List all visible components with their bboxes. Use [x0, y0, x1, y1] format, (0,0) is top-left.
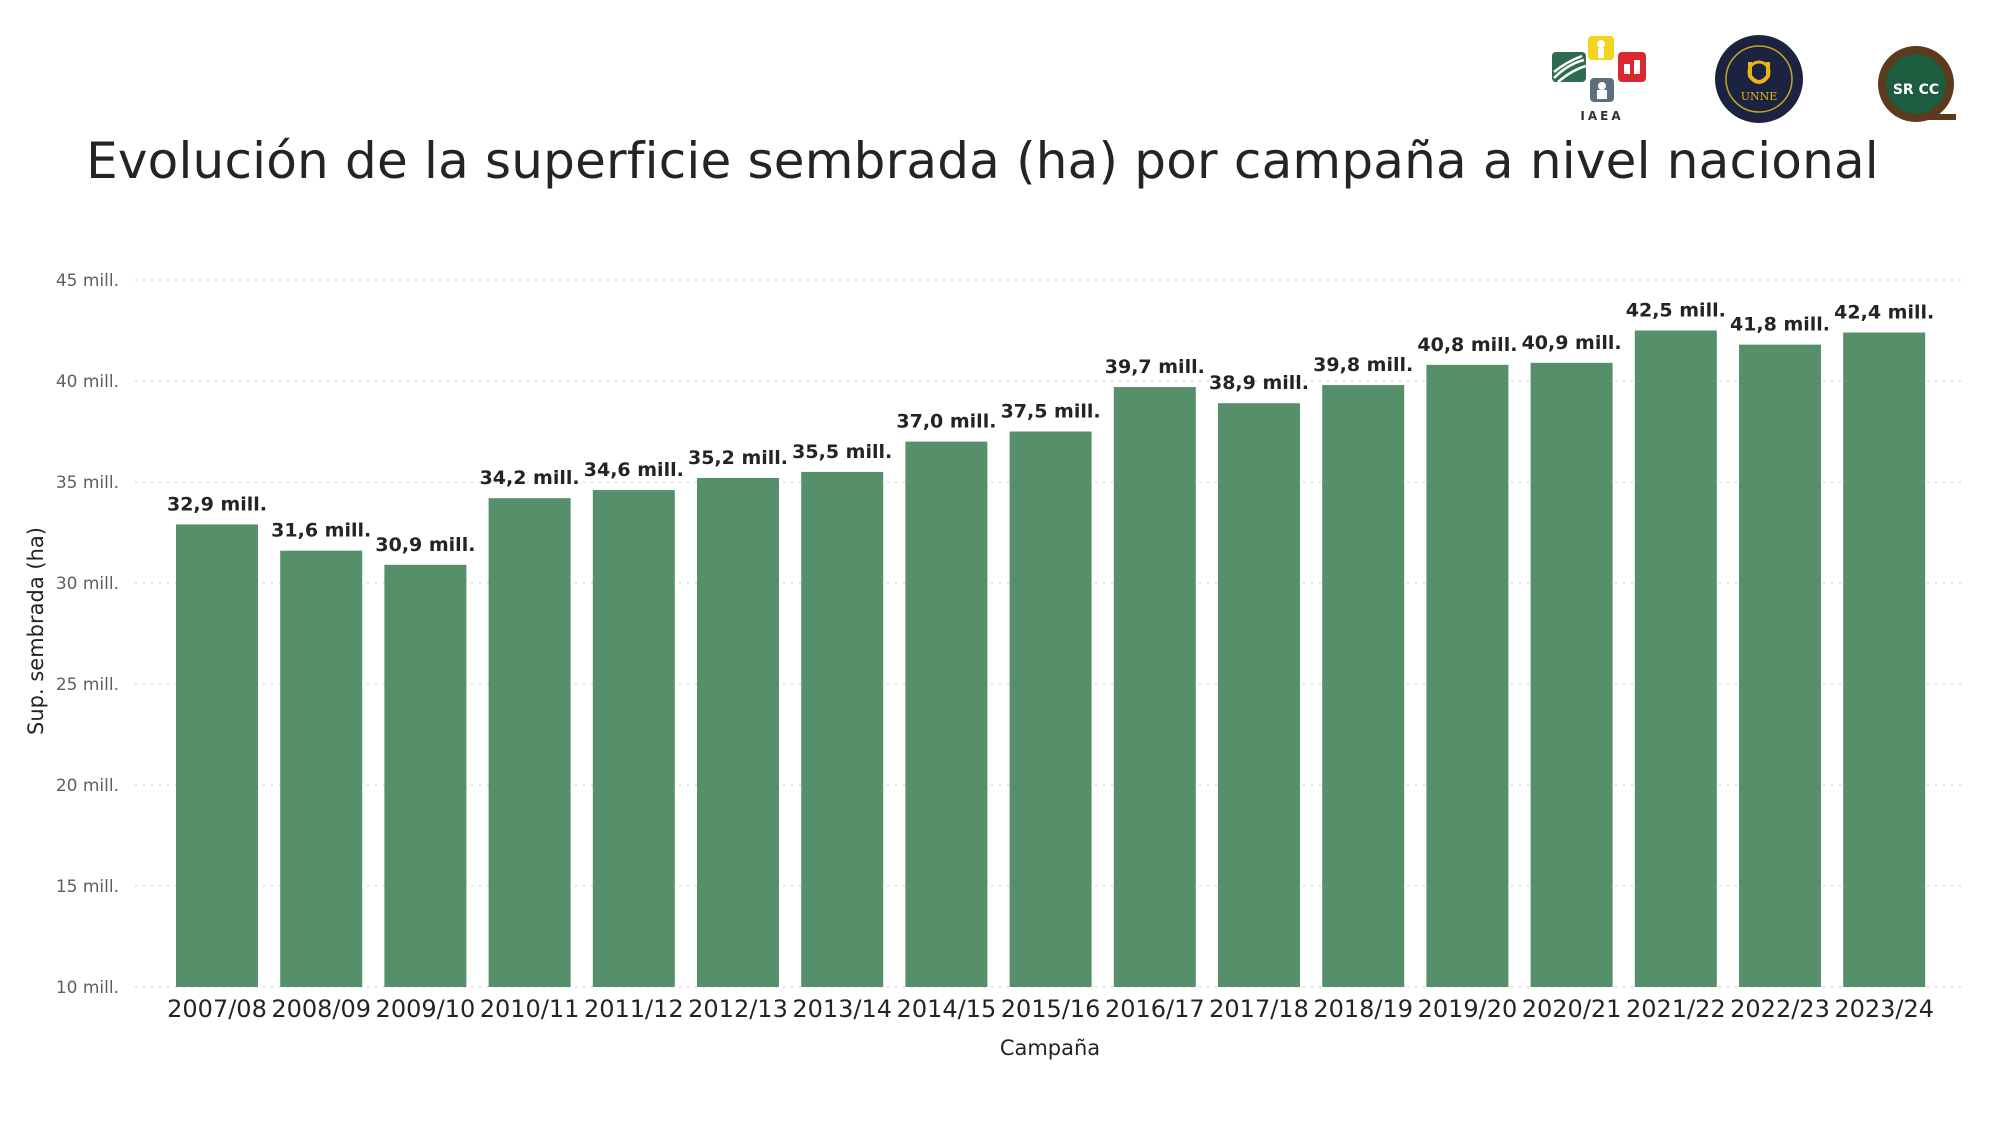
x-tick-label: 2018/19 — [1313, 995, 1413, 1023]
bars — [176, 330, 1926, 988]
bar[interactable] — [384, 564, 467, 987]
data-label: 34,6 mill. — [584, 459, 684, 481]
bar[interactable] — [1739, 344, 1821, 987]
data-label: 35,2 mill. — [688, 447, 788, 469]
data-label: 38,9 mill. — [1209, 372, 1309, 394]
x-tick-label: 2009/10 — [376, 995, 476, 1023]
iaea-logo: IAEA — [1548, 34, 1658, 124]
data-labels: 32,9 mill.31,6 mill.30,9 mill. 34,2 mill.… — [167, 300, 1934, 556]
bar[interactable] — [1009, 431, 1092, 988]
bar[interactable] — [592, 490, 675, 987]
bar[interactable] — [1530, 362, 1613, 987]
bar[interactable] — [1634, 330, 1717, 988]
x-tick-label: 2023/24 — [1834, 995, 1934, 1023]
x-tick-label: 2019/20 — [1418, 995, 1518, 1023]
srcc-logo-text: SR CC — [1893, 82, 1939, 98]
bar[interactable] — [1218, 403, 1300, 988]
data-label: 37,0 mill. — [896, 411, 996, 433]
data-label: 40,8 mill. — [1417, 334, 1517, 356]
bar[interactable] — [697, 477, 779, 987]
y-axis-title: Sup. sembrada (ha) — [24, 527, 48, 735]
y-axis: 10 mill. 15 mill. 20 mill. 25 mill. 30 mill.… — [56, 271, 119, 998]
bar[interactable] — [1322, 385, 1405, 987]
data-label: 32,9 mill. — [167, 493, 267, 515]
bar[interactable] — [488, 498, 571, 987]
x-tick-label: 2016/17 — [1105, 995, 1205, 1023]
data-label: 39,8 mill. — [1313, 354, 1413, 376]
bar[interactable] — [1426, 364, 1509, 988]
bar[interactable] — [176, 524, 258, 987]
unne-logo: UNNE — [1712, 32, 1806, 126]
y-tick-label: 15 mill. — [56, 877, 119, 897]
y-tick-label: 40 mill. — [56, 372, 119, 392]
iaea-logo-graphic: IAEA — [1552, 36, 1646, 123]
x-tick-label: 2020/21 — [1522, 995, 1622, 1023]
data-label: 30,9 mill. — [375, 534, 475, 556]
y-tick-label: 35 mill. — [56, 473, 119, 493]
x-tick-label: 2008/09 — [271, 995, 371, 1023]
data-label: 42,4 mill. — [1834, 302, 1934, 324]
x-tick-label: 2010/11 — [480, 995, 580, 1023]
data-label: 41,8 mill. — [1730, 314, 1830, 336]
x-tick-label: 2015/16 — [1001, 995, 1101, 1023]
srcc-logo-graphic: SR CC — [1878, 46, 1956, 122]
unne-logo-text: UNNE — [1741, 90, 1778, 103]
x-tick-label: 2014/15 — [897, 995, 997, 1023]
x-tick-label: 2013/14 — [792, 995, 892, 1023]
data-label: 35,5 mill. — [792, 441, 892, 463]
bar[interactable] — [905, 441, 988, 988]
data-label: 34,2 mill. — [480, 467, 580, 489]
x-axis-title: Campaña — [1000, 1036, 1100, 1060]
srcc-logo: SR CC — [1876, 44, 1962, 126]
y-tick-label: 10 mill. — [56, 978, 119, 998]
y-tick-label: 45 mill. — [56, 271, 119, 291]
chart-title: Evolución de la superficie sembrada (ha)… — [86, 132, 1879, 190]
data-label: 39,7 mill. — [1105, 356, 1205, 378]
x-tick-label: 2011/12 — [584, 995, 684, 1023]
bar[interactable] — [1113, 387, 1196, 987]
x-tick-label: 2021/22 — [1626, 995, 1726, 1023]
x-tick-label: 2007/08 — [167, 995, 267, 1023]
data-label: 42,5 mill. — [1626, 300, 1726, 322]
y-tick-label: 20 mill. — [56, 776, 119, 796]
unne-logo-graphic: UNNE — [1715, 35, 1803, 123]
x-tick-label: 2012/13 — [688, 995, 788, 1023]
data-label: 37,5 mill. — [1001, 401, 1101, 423]
x-axis: 2007/08 2008/09 2009/10 2010/11 2011/12 2012/… — [167, 995, 1934, 1023]
data-label: 40,9 mill. — [1522, 332, 1622, 354]
iaea-logo-text: IAEA — [1580, 109, 1623, 123]
bar[interactable] — [801, 471, 884, 987]
x-tick-label: 2017/18 — [1209, 995, 1309, 1023]
y-tick-label: 25 mill. — [56, 675, 119, 695]
x-tick-label: 2022/23 — [1730, 995, 1830, 1023]
data-label: 31,6 mill. — [271, 520, 371, 542]
y-tick-label: 30 mill. — [56, 574, 119, 594]
bar[interactable] — [280, 550, 363, 987]
bar[interactable] — [1843, 332, 1926, 987]
